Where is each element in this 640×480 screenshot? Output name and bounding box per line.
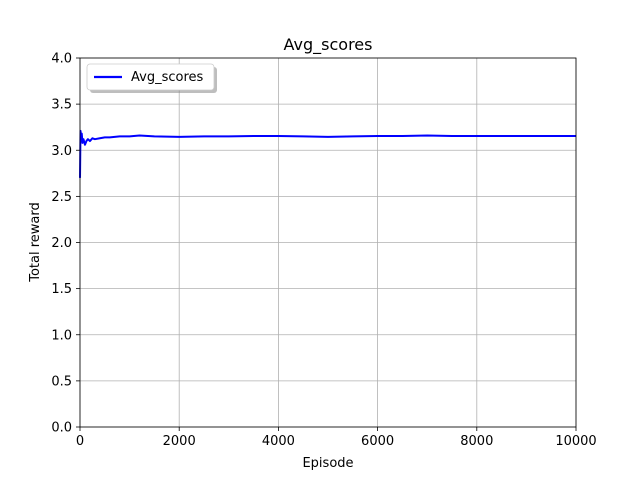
legend: Avg_scores xyxy=(86,63,217,93)
x-tick-label: 6000 xyxy=(361,434,394,449)
ticks: 0 2000 4000 6000 8000 10000 0.0 0.5 1.0 1.5 2.0 2.5… xyxy=(51,52,596,450)
x-tick-label: 2000 xyxy=(163,434,196,449)
legend-label: Avg_scores xyxy=(131,70,204,85)
series-line-avg-scores xyxy=(79,129,576,178)
y-tick-label: 2.0 xyxy=(51,236,72,251)
y-tick-label: 4.0 xyxy=(51,52,72,67)
y-tick-label: 1.0 xyxy=(51,328,72,343)
y-tick-label: 3.0 xyxy=(51,144,72,159)
y-tick-label: 0.5 xyxy=(51,374,72,389)
chart-title: Avg_scores xyxy=(284,35,373,55)
x-tick-label: 10000 xyxy=(555,434,596,449)
series-layer xyxy=(79,129,576,178)
x-axis-label: Episode xyxy=(302,456,353,471)
x-tick-label: 4000 xyxy=(262,434,295,449)
legend-box xyxy=(86,63,215,91)
y-axis-label: Total reward xyxy=(28,202,43,283)
y-tick-label: 1.5 xyxy=(51,282,72,297)
x-tick-label: 8000 xyxy=(460,434,493,449)
y-tick-label: 3.5 xyxy=(51,98,72,113)
y-tick-label: 0.0 xyxy=(51,421,72,436)
x-tick-label: 0 xyxy=(76,434,84,449)
y-tick-label: 2.5 xyxy=(51,190,72,205)
